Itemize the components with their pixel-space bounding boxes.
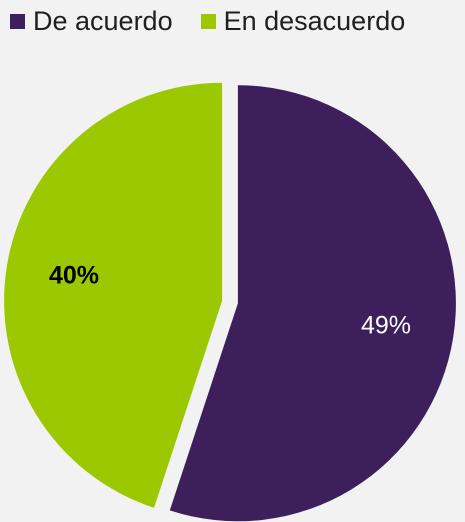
legend-label-en-desacuerdo: En desacuerdo bbox=[223, 6, 406, 36]
data-label-de-acuerdo: 49% bbox=[361, 312, 411, 340]
data-label-en-desacuerdo: 40% bbox=[49, 262, 99, 290]
legend-item-en-desacuerdo: En desacuerdo bbox=[200, 6, 406, 37]
legend-item-de-acuerdo: De acuerdo bbox=[10, 6, 173, 37]
legend-swatch-de-acuerdo bbox=[10, 14, 25, 29]
legend: De acuerdo En desacuerdo bbox=[10, 6, 405, 37]
pie-slice-en-desacuerdo bbox=[4, 82, 223, 508]
legend-label-de-acuerdo: De acuerdo bbox=[33, 6, 173, 36]
pie-slice-de-acuerdo bbox=[169, 85, 456, 522]
legend-swatch-en-desacuerdo bbox=[200, 14, 216, 29]
